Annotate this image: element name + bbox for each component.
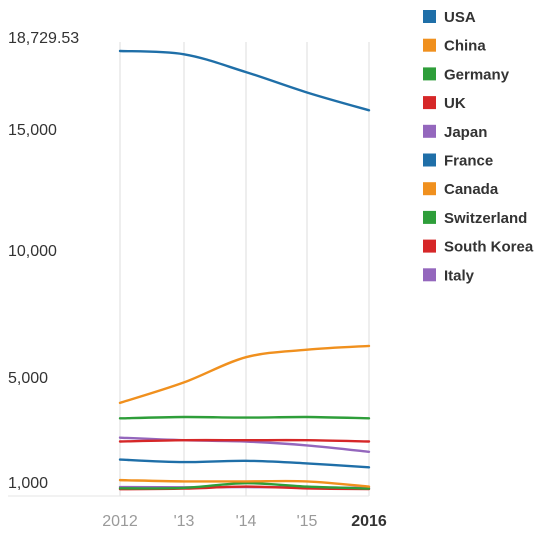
- legend-label-japan: Japan: [444, 124, 487, 141]
- legend-swatch-france: [423, 153, 436, 167]
- legend-label-south-korea: South Korea: [444, 239, 534, 256]
- series-line-germany: [118, 415, 371, 420]
- y-axis: 1,000 5,000 10,000 15,000 18,729.53: [8, 30, 79, 492]
- legend-swatch-germany: [423, 67, 436, 81]
- y-tick-label: 18,729.53: [8, 30, 79, 47]
- legend: USA China Germany UK Japan France Canada Switze…: [423, 9, 534, 284]
- series-line-france: [118, 458, 371, 469]
- legend-label-germany: Germany: [444, 66, 510, 83]
- legend-swatch-italy: [423, 268, 436, 282]
- series-lines: [118, 49, 371, 491]
- grid: [8, 42, 370, 497]
- x-tick-label: '13: [174, 513, 195, 530]
- legend-swatch-canada: [423, 182, 436, 196]
- legend-swatch-uk: [423, 96, 436, 110]
- y-tick-label: 5,000: [8, 370, 48, 387]
- series-line-china: [118, 344, 371, 405]
- series-line-switzerland: [118, 481, 371, 490]
- y-tick-label: 15,000: [8, 122, 57, 139]
- series-line-usa: [118, 49, 371, 112]
- x-tick-label: '15: [297, 513, 318, 530]
- legend-label-uk: UK: [444, 95, 466, 112]
- series-line-canada: [118, 478, 371, 488]
- legend-swatch-china: [423, 38, 436, 52]
- y-tick-label: 10,000: [8, 243, 57, 260]
- x-tick-label: '14: [236, 513, 257, 530]
- x-tick-label: 2012: [102, 513, 138, 530]
- series-line-japan: [118, 436, 371, 453]
- legend-swatch-south-korea: [423, 239, 436, 253]
- x-axis: 2012 '13 '14 '15 2016: [102, 513, 387, 530]
- legend-label-france: France: [444, 153, 493, 170]
- legend-swatch-usa: [423, 10, 436, 23]
- legend-label-italy: Italy: [444, 267, 475, 284]
- legend-label-switzerland: Switzerland: [444, 210, 527, 227]
- legend-label-china: China: [444, 38, 486, 55]
- y-tick-label: 1,000: [8, 475, 48, 492]
- legend-label-canada: Canada: [444, 181, 499, 198]
- legend-swatch-switzerland: [423, 210, 436, 224]
- legend-label-usa: USA: [444, 9, 476, 26]
- series-line-uk: [118, 438, 371, 443]
- legend-swatch-japan: [423, 124, 436, 138]
- x-tick-label: 2016: [351, 513, 387, 530]
